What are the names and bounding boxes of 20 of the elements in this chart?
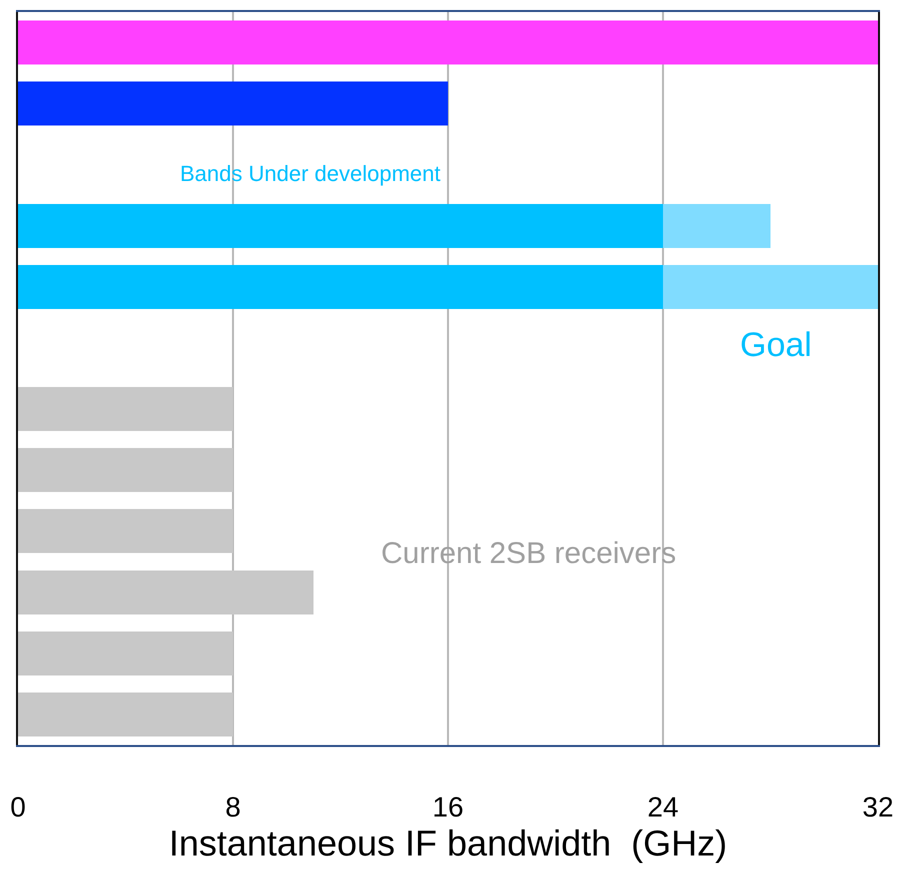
x-tick-label: 24 xyxy=(647,791,679,822)
x-tick-label: 16 xyxy=(432,791,464,822)
bar xyxy=(18,509,233,554)
x-tick-label: 32 xyxy=(862,791,894,822)
x-axis-title: Instantaneous IF bandwidth (GHz) xyxy=(168,822,728,864)
x-tick-label: 0 xyxy=(10,791,26,822)
bar xyxy=(18,264,663,309)
bar xyxy=(663,204,770,248)
annotation: Goal xyxy=(740,326,812,364)
x-tick-label: 8 xyxy=(225,791,241,822)
bar xyxy=(18,448,233,492)
bar xyxy=(18,692,233,736)
bar xyxy=(18,82,448,126)
bar xyxy=(18,570,314,614)
bar xyxy=(18,387,233,432)
bar xyxy=(18,20,878,65)
bar xyxy=(663,264,878,309)
bar xyxy=(18,204,663,248)
bar xyxy=(18,631,233,676)
annotation: Bands Under development xyxy=(180,161,440,186)
